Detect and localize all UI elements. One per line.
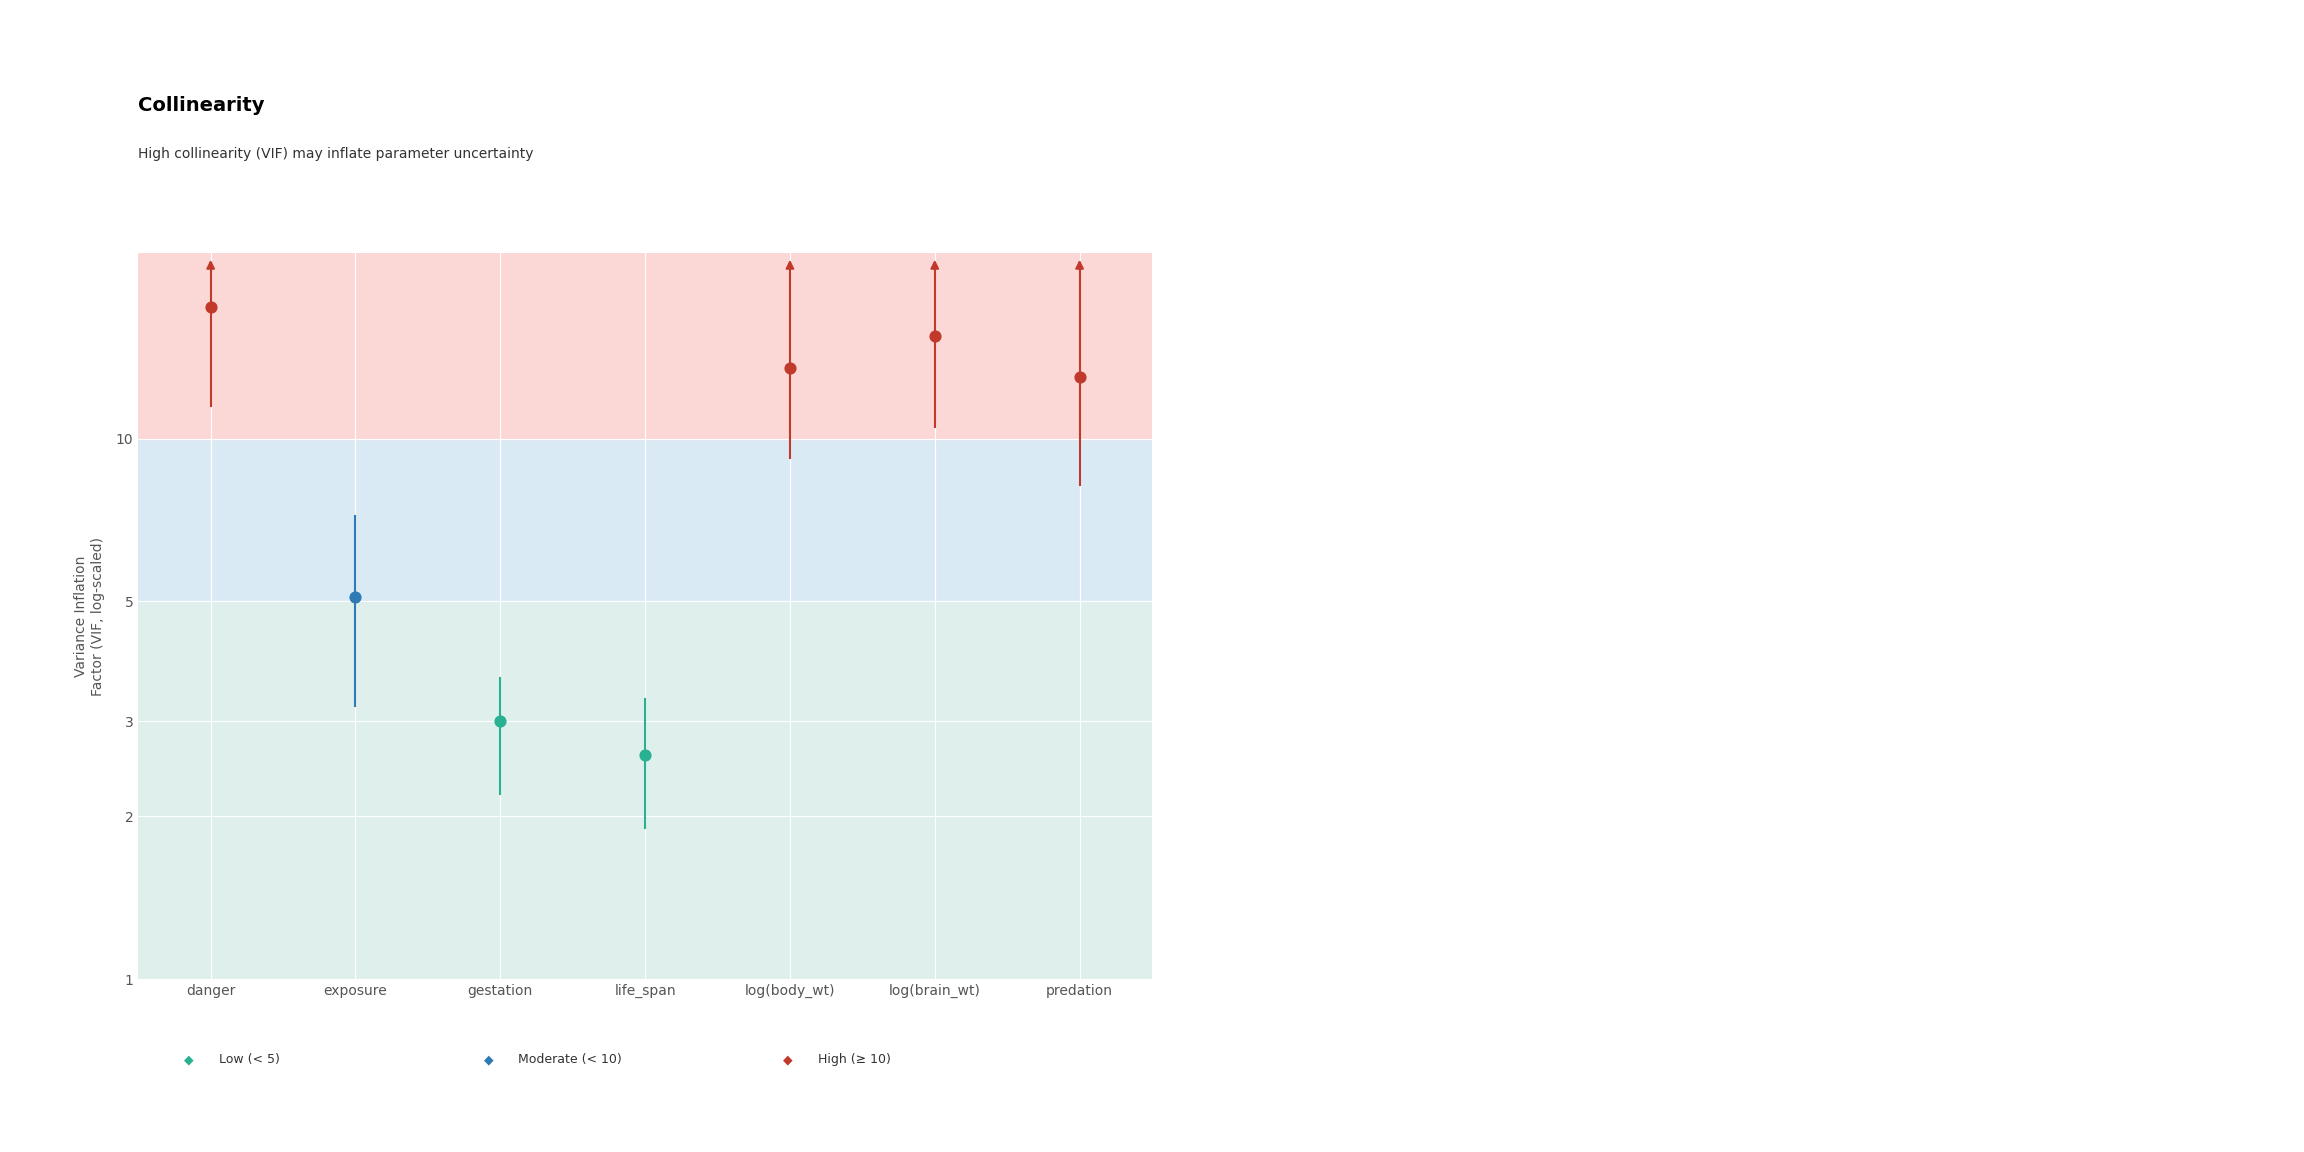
Text: ◆: ◆	[783, 1053, 793, 1067]
Y-axis label: Variance Inflation
Factor (VIF, log-scaled): Variance Inflation Factor (VIF, log-scal…	[74, 537, 104, 696]
Point	[627, 745, 664, 764]
Text: High collinearity (VIF) may inflate parameter uncertainty: High collinearity (VIF) may inflate para…	[138, 147, 535, 161]
Bar	[138, 439, 1152, 601]
Point	[482, 712, 518, 730]
Text: High (≥ 10): High (≥ 10)	[818, 1053, 892, 1067]
Bar	[138, 601, 1152, 979]
Bar	[138, 253, 1152, 439]
Text: Collinearity: Collinearity	[138, 97, 265, 115]
Point	[1062, 367, 1099, 386]
Point	[191, 298, 228, 317]
Text: ◆: ◆	[184, 1053, 194, 1067]
Text: Low (< 5): Low (< 5)	[219, 1053, 279, 1067]
Text: ◆: ◆	[484, 1053, 493, 1067]
Text: Moderate (< 10): Moderate (< 10)	[518, 1053, 622, 1067]
Point	[772, 359, 809, 378]
Point	[336, 588, 373, 606]
Point	[917, 326, 954, 344]
